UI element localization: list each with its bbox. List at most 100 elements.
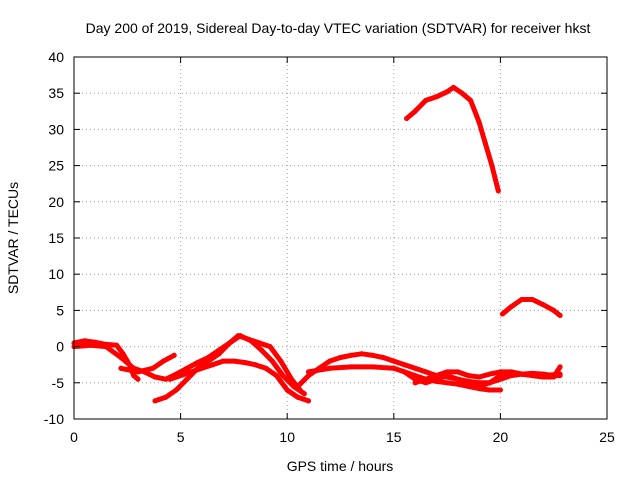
data-point [188, 369, 194, 375]
data-point [455, 369, 461, 375]
chart-title: Day 200 of 2019, Sidereal Day-to-day VTE… [86, 20, 591, 36]
data-point [278, 358, 284, 364]
data-point [487, 380, 493, 386]
y-tick-label: 20 [48, 194, 64, 210]
y-tick-label: 30 [48, 121, 64, 137]
data-point [508, 304, 514, 310]
data-point [402, 362, 407, 368]
data-point [173, 387, 179, 393]
data-point [306, 369, 311, 375]
y-tick-label: 25 [48, 158, 64, 174]
data-point [150, 365, 156, 371]
data-point [114, 342, 120, 348]
data-point [231, 358, 237, 364]
data-point [391, 358, 397, 364]
data-point [519, 297, 525, 302]
data-point [327, 365, 333, 371]
data-point [235, 333, 241, 339]
data-point [370, 352, 375, 358]
data-point [274, 373, 279, 379]
data-point [280, 373, 286, 379]
data-point [476, 119, 482, 125]
data-point [540, 302, 546, 308]
data-point [476, 374, 482, 380]
y-axis-label: SDTVAR / TECUs [5, 182, 21, 294]
data-point [495, 188, 501, 194]
data-point [135, 376, 141, 382]
data-point [497, 369, 503, 375]
x-tick-label: 15 [386, 429, 402, 445]
data-point [135, 369, 141, 375]
data-point [306, 373, 311, 379]
data-point [327, 358, 333, 364]
y-tick-label: 40 [48, 49, 64, 65]
y-tick-label: 5 [56, 302, 64, 318]
y-tick-label: -5 [52, 375, 65, 391]
data-point [476, 383, 482, 389]
data-point [259, 347, 265, 353]
data-point [131, 373, 137, 379]
data-point [295, 383, 301, 389]
data-point [295, 394, 301, 400]
x-tick-label: 25 [599, 429, 615, 445]
series-arc-11 [500, 297, 563, 318]
data-point [444, 89, 450, 95]
data-point [167, 376, 173, 382]
data-point [412, 365, 418, 371]
y-tick-label: 0 [56, 339, 64, 355]
data-point [242, 360, 248, 365]
data-point [205, 358, 211, 364]
x-tick-label: 0 [70, 429, 78, 445]
data-point [152, 398, 158, 404]
data-point [338, 355, 343, 360]
data-point [451, 84, 456, 90]
data-point [497, 387, 503, 393]
data-point [508, 369, 514, 375]
data-point [459, 90, 465, 96]
data-point [199, 365, 205, 371]
data-point [210, 362, 216, 368]
data-point [557, 364, 563, 370]
data-point [412, 380, 418, 386]
data-point [306, 398, 311, 404]
series-arc-9 [412, 364, 563, 386]
data-point [551, 374, 557, 380]
data-point [267, 344, 273, 350]
data-point [171, 352, 177, 358]
data-point [227, 340, 233, 346]
data-point [284, 387, 290, 393]
data-point [184, 376, 190, 382]
data-point [163, 376, 169, 382]
data-point [433, 94, 439, 100]
data-point [455, 381, 461, 387]
data-point [423, 376, 429, 382]
data-point [380, 355, 386, 360]
data-point [195, 360, 201, 365]
data-series [71, 84, 563, 404]
axis-ticks [73, 56, 608, 420]
data-point [423, 97, 429, 103]
data-point [257, 340, 262, 346]
x-tick-label: 20 [493, 429, 509, 445]
data-point [391, 365, 397, 371]
data-point [220, 358, 226, 364]
data-point [178, 373, 184, 379]
data-point [103, 344, 109, 350]
data-point [529, 373, 535, 379]
data-point [348, 364, 354, 370]
data-point [289, 376, 294, 382]
data-point [118, 355, 124, 360]
data-point [557, 313, 563, 318]
data-point [433, 373, 439, 379]
data-point [402, 369, 407, 375]
data-point [551, 307, 557, 313]
data-point [519, 371, 525, 377]
data-point [500, 311, 505, 317]
series-line [404, 84, 501, 194]
series-arc-3 [118, 352, 177, 375]
data-point [269, 358, 275, 364]
y-tick-label: 35 [48, 85, 64, 101]
data-point [423, 369, 429, 375]
